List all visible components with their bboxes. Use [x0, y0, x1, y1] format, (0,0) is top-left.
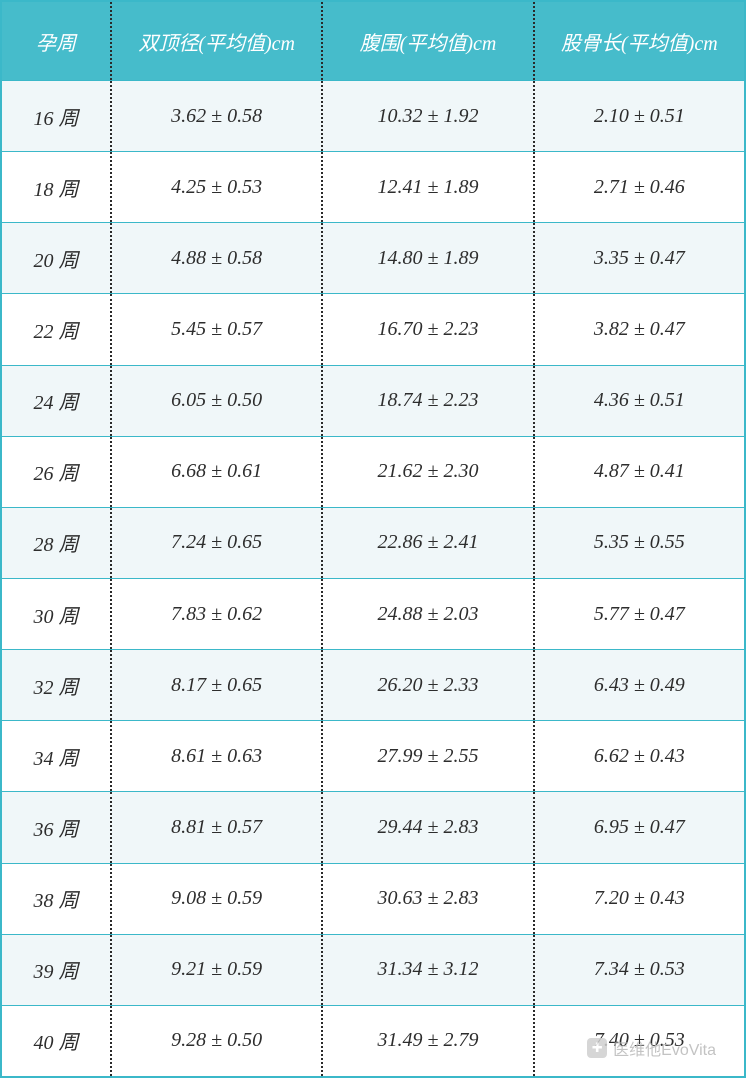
table-row: 39 周9.21 ± 0.5931.34 ± 3.127.34 ± 0.53: [2, 934, 744, 1005]
col-header-ac: 腹围(平均值)cm: [321, 2, 532, 80]
cell-bpd: 9.21 ± 0.59: [110, 935, 321, 1005]
cell-fl: 5.77 ± 0.47: [533, 579, 744, 649]
cell-bpd: 9.28 ± 0.50: [110, 1006, 321, 1076]
cell-ac: 30.63 ± 2.83: [321, 864, 532, 934]
table-row: 24 周6.05 ± 0.5018.74 ± 2.234.36 ± 0.51: [2, 365, 744, 436]
cell-week: 40 周: [2, 1006, 110, 1076]
table-row: 32 周8.17 ± 0.6526.20 ± 2.336.43 ± 0.49: [2, 649, 744, 720]
watermark-text: 医维他EvoVita: [613, 1036, 716, 1060]
fetal-biometry-table: 孕周 双顶径(平均值)cm 腹围(平均值)cm 股骨长(平均值)cm 16 周3…: [0, 0, 746, 1078]
cell-week: 38 周: [2, 864, 110, 934]
cell-bpd: 7.83 ± 0.62: [110, 579, 321, 649]
table-header-row: 孕周 双顶径(平均值)cm 腹围(平均值)cm 股骨长(平均值)cm: [2, 2, 744, 80]
cell-fl: 5.35 ± 0.55: [533, 508, 744, 578]
cell-fl: 2.10 ± 0.51: [533, 81, 744, 151]
col-header-week: 孕周: [2, 2, 110, 80]
table-row: 26 周6.68 ± 0.6121.62 ± 2.304.87 ± 0.41: [2, 436, 744, 507]
wechat-icon: ✚: [587, 1038, 607, 1058]
cell-ac: 10.32 ± 1.92: [321, 81, 532, 151]
cell-week: 16 周: [2, 81, 110, 151]
cell-bpd: 6.05 ± 0.50: [110, 366, 321, 436]
cell-week: 26 周: [2, 437, 110, 507]
cell-bpd: 4.88 ± 0.58: [110, 223, 321, 293]
cell-fl: 4.36 ± 0.51: [533, 366, 744, 436]
table-row: 28 周7.24 ± 0.6522.86 ± 2.415.35 ± 0.55: [2, 507, 744, 578]
cell-week: 30 周: [2, 579, 110, 649]
cell-ac: 27.99 ± 2.55: [321, 721, 532, 791]
cell-fl: 2.71 ± 0.46: [533, 152, 744, 222]
cell-fl: 7.20 ± 0.43: [533, 864, 744, 934]
cell-week: 22 周: [2, 294, 110, 364]
col-header-bpd: 双顶径(平均值)cm: [110, 2, 321, 80]
cell-bpd: 3.62 ± 0.58: [110, 81, 321, 151]
table-row: 30 周7.83 ± 0.6224.88 ± 2.035.77 ± 0.47: [2, 578, 744, 649]
cell-ac: 22.86 ± 2.41: [321, 508, 532, 578]
cell-week: 24 周: [2, 366, 110, 436]
cell-week: 20 周: [2, 223, 110, 293]
table-row: 34 周8.61 ± 0.6327.99 ± 2.556.62 ± 0.43: [2, 720, 744, 791]
table-row: 38 周9.08 ± 0.5930.63 ± 2.837.20 ± 0.43: [2, 863, 744, 934]
col-header-fl: 股骨长(平均值)cm: [533, 2, 744, 80]
cell-fl: 4.87 ± 0.41: [533, 437, 744, 507]
cell-fl: 6.95 ± 0.47: [533, 792, 744, 862]
cell-bpd: 4.25 ± 0.53: [110, 152, 321, 222]
cell-bpd: 7.24 ± 0.65: [110, 508, 321, 578]
cell-week: 18 周: [2, 152, 110, 222]
cell-fl: 7.34 ± 0.53: [533, 935, 744, 1005]
cell-bpd: 8.81 ± 0.57: [110, 792, 321, 862]
cell-fl: 3.82 ± 0.47: [533, 294, 744, 364]
cell-ac: 24.88 ± 2.03: [321, 579, 532, 649]
table-row: 16 周3.62 ± 0.5810.32 ± 1.922.10 ± 0.51: [2, 80, 744, 151]
cell-week: 28 周: [2, 508, 110, 578]
cell-bpd: 9.08 ± 0.59: [110, 864, 321, 934]
table-row: 20 周4.88 ± 0.5814.80 ± 1.893.35 ± 0.47: [2, 222, 744, 293]
cell-week: 34 周: [2, 721, 110, 791]
table-row: 18 周4.25 ± 0.5312.41 ± 1.892.71 ± 0.46: [2, 151, 744, 222]
cell-ac: 14.80 ± 1.89: [321, 223, 532, 293]
cell-ac: 12.41 ± 1.89: [321, 152, 532, 222]
cell-bpd: 8.61 ± 0.63: [110, 721, 321, 791]
watermark: ✚ 医维他EvoVita: [587, 1036, 716, 1060]
table-body: 16 周3.62 ± 0.5810.32 ± 1.922.10 ± 0.5118…: [2, 80, 744, 1076]
cell-week: 36 周: [2, 792, 110, 862]
cell-bpd: 8.17 ± 0.65: [110, 650, 321, 720]
cell-fl: 6.43 ± 0.49: [533, 650, 744, 720]
cell-ac: 31.49 ± 2.79: [321, 1006, 532, 1076]
cell-ac: 29.44 ± 2.83: [321, 792, 532, 862]
cell-ac: 26.20 ± 2.33: [321, 650, 532, 720]
table-row: 22 周5.45 ± 0.5716.70 ± 2.233.82 ± 0.47: [2, 293, 744, 364]
cell-ac: 21.62 ± 2.30: [321, 437, 532, 507]
cell-week: 32 周: [2, 650, 110, 720]
cell-bpd: 6.68 ± 0.61: [110, 437, 321, 507]
cell-ac: 18.74 ± 2.23: [321, 366, 532, 436]
cell-fl: 3.35 ± 0.47: [533, 223, 744, 293]
cell-fl: 6.62 ± 0.43: [533, 721, 744, 791]
table-row: 36 周8.81 ± 0.5729.44 ± 2.836.95 ± 0.47: [2, 791, 744, 862]
cell-bpd: 5.45 ± 0.57: [110, 294, 321, 364]
cell-ac: 31.34 ± 3.12: [321, 935, 532, 1005]
cell-week: 39 周: [2, 935, 110, 1005]
cell-ac: 16.70 ± 2.23: [321, 294, 532, 364]
